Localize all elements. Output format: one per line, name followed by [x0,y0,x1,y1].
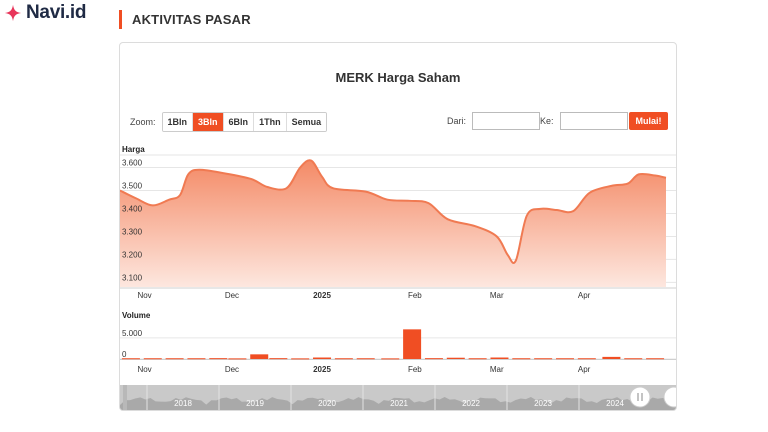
price-x-label: Mar [490,291,504,300]
volume-x-label: Nov [137,365,151,374]
volume-pane-label: Volume [122,311,151,320]
navigator-handle-left[interactable] [629,386,651,408]
volume-x-label: Apr [578,365,591,374]
price-x-label: Dec [225,291,239,300]
price-tick-label: 3.100 [122,273,143,282]
volume-x-label: Feb [408,365,422,374]
volume-bar [143,358,162,360]
price-tick-label: 3.500 [122,181,143,190]
price-tick-label: 3.600 [122,158,143,167]
volume-bar [187,358,206,360]
zoom-button-1bln[interactable]: 1Bln [162,113,194,131]
section-title: AKTIVITAS PASAR [132,11,251,27]
zoom-button-semua[interactable]: Semua [286,113,327,131]
navigator-year-label: 2021 [390,399,408,408]
price-x-label: 2025 [313,291,331,300]
navigator[interactable]: 2018 2019 2020 2021 2022 2023 2024 [120,385,677,411]
range-to-input[interactable] [559,112,628,130]
volume-bar [602,356,621,359]
volume-bar [468,358,487,360]
volume-bar [165,358,184,360]
volume-bar [624,358,643,360]
price-area [120,160,666,287]
price-x-label: Feb [408,291,422,300]
volume-bar [577,358,596,360]
zoom-button-3bln[interactable]: 3Bln [193,113,224,131]
navigator-series [120,397,676,410]
price-series [120,159,667,287]
range-to: Ke: [540,112,628,130]
volume-bar [209,358,228,360]
brand-logo[interactable]: Navi.id [4,2,87,24]
price-volume-chart[interactable]: Harga Volume 3.600 3.500 3.400 3.300 3.200 3.10… [120,43,677,411]
navigator-left-edge [123,385,127,410]
navigator-year-label: 2024 [606,399,624,408]
volume-bar [250,354,269,359]
volume-bar [646,358,665,360]
range-from-label: Dari: [447,116,467,126]
volume-bar [121,358,140,360]
price-tick-label: 3.300 [122,227,143,236]
price-line [120,159,667,264]
volume-bar [291,358,310,360]
price-x-label: Nov [137,291,151,300]
volume-bar [269,358,288,360]
volume-bar [228,358,247,360]
navigator-year-label: 2018 [174,399,192,408]
navigator-year-label: 2019 [246,399,264,408]
zoom-controls: Zoom: 1Bln 3Bln 6Bln 1Thn Semua [130,112,328,132]
navigator-year-label: 2023 [534,399,552,408]
zoom-button-group: 1Bln 3Bln 6Bln 1Thn Semua [161,112,328,132]
section-header: AKTIVITAS PASAR [119,9,251,29]
navigator-handle-right[interactable] [663,386,677,408]
navigator-year-label: 2020 [318,399,336,408]
volume-bar [356,358,375,360]
volume-bar [313,357,332,359]
volume-tick-label: 0 [122,350,127,359]
brand-name: Navi.id [26,2,87,23]
volume-bar [490,357,509,359]
range-to-label: Ke: [540,116,554,126]
volume-bar [424,358,443,360]
price-pane-label: Harga [122,145,145,154]
navigator-year-label: 2022 [462,399,480,408]
volume-x-label: 2025 [313,365,331,374]
stock-chart-card: MERK Harga Saham Zoom: 1Bln 3Bln 6Bln 1Thn S… [119,42,677,411]
volume-x-label: Dec [225,365,239,374]
volume-bar [555,358,574,360]
volume-bar [534,358,553,360]
section-accent-bar [119,9,122,29]
volume-bar [403,329,422,359]
volume-tick-label: 5.000 [122,329,143,338]
volume-series [121,329,665,360]
volume-bar [512,358,531,360]
range-go-button[interactable]: Mulai! [629,112,668,130]
price-x-label: Apr [578,291,591,300]
price-tick-label: 3.400 [122,204,143,213]
volume-bar [446,357,465,359]
zoom-label: Zoom: [130,117,156,127]
zoom-button-6bln[interactable]: 6Bln [223,113,255,131]
range-from: Dari: [447,112,541,130]
sparkle-icon [4,4,22,22]
zoom-button-1thn[interactable]: 1Thn [254,113,287,131]
volume-x-label: Mar [490,365,504,374]
range-from-input[interactable] [472,112,541,130]
price-tick-label: 3.200 [122,250,143,259]
chart-title: MERK Harga Saham [335,70,461,85]
volume-bar [381,358,400,360]
axis-labels: Harga Volume 3.600 3.500 3.400 3.300 3.200 3.10… [122,145,591,374]
volume-bar [334,358,353,360]
